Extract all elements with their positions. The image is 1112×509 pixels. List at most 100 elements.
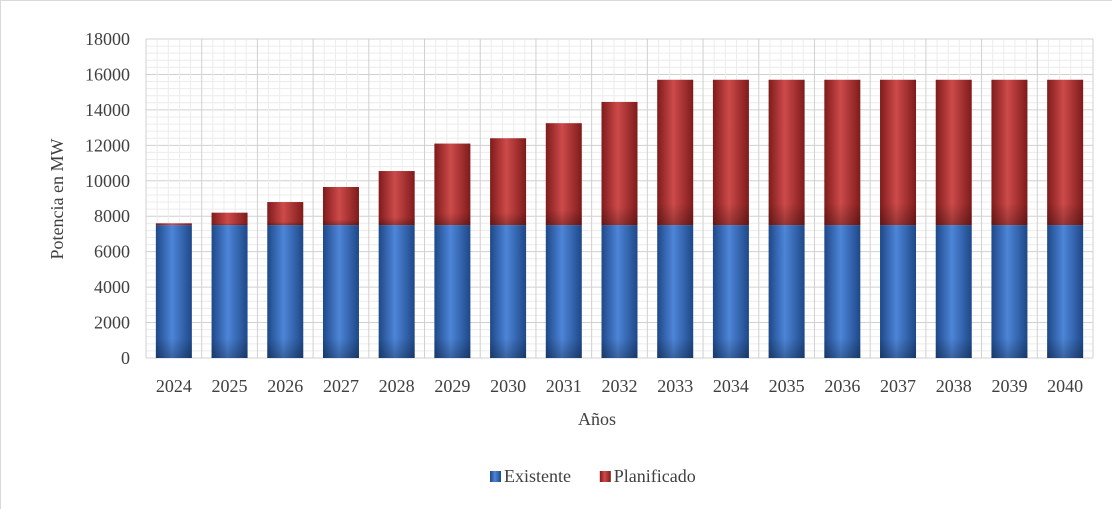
- bar-planificado-2038: [935, 79, 972, 226]
- bar-existente-2040: [1047, 225, 1084, 358]
- bar-existente-2035: [768, 225, 805, 358]
- x-tick-label: 2028: [379, 376, 415, 396]
- x-tick-label: 2035: [769, 376, 805, 396]
- bar-segment-shading: [657, 79, 694, 226]
- x-tick-label: 2037: [880, 376, 916, 396]
- bar-segment-shading: [601, 225, 638, 358]
- bar-segment-shading: [712, 225, 749, 358]
- bar-existente-2029: [434, 225, 471, 358]
- bar-segment-shading: [490, 225, 527, 358]
- y-tick-label: 12000: [85, 135, 130, 155]
- x-tick-label: 2031: [546, 376, 582, 396]
- x-tick-label: 2038: [936, 376, 972, 396]
- bar-existente-2037: [880, 225, 917, 358]
- x-tick-label: 2036: [824, 376, 860, 396]
- bar-segment-shading: [824, 225, 861, 358]
- y-axis-title: Potencia en MW: [47, 139, 67, 260]
- y-tick-label: 14000: [85, 100, 130, 120]
- y-tick-label: 16000: [85, 64, 130, 84]
- bar-segment-shading: [601, 101, 638, 226]
- legend: Existente Planificado: [490, 466, 696, 486]
- bar-segment-shading: [267, 202, 304, 226]
- y-tick-label: 18000: [85, 29, 130, 49]
- bars-layer: [155, 79, 1084, 358]
- x-tick-label: 2026: [267, 376, 303, 396]
- bar-planificado-2028: [378, 171, 415, 226]
- bar-segment-shading: [378, 225, 415, 358]
- bar-segment-shading: [824, 79, 861, 226]
- y-tick-labels: 0 2000 4000 6000 8000 10000 12000 14000 16000 180…: [85, 29, 130, 368]
- legend-item-planificado: Planificado: [599, 466, 696, 486]
- x-tick-label: 2024: [156, 376, 192, 396]
- x-tick-label: 2027: [323, 376, 359, 396]
- bar-existente-2038: [935, 225, 972, 358]
- y-tick-label: 0: [121, 348, 130, 368]
- bar-existente-2024: [155, 225, 192, 358]
- bar-existente-2032: [601, 225, 638, 358]
- x-tick-labels: 2024 2025 2026 2027 2028 2029 2030 2031 2032 2033…: [156, 376, 1083, 396]
- bar-segment-shading: [768, 225, 805, 358]
- bar-segment-shading: [211, 225, 248, 358]
- bar-existente-2028: [378, 225, 415, 358]
- bar-segment-shading: [880, 79, 917, 226]
- bar-existente-2039: [991, 225, 1028, 358]
- bar-segment-shading: [434, 143, 471, 226]
- y-tick-label: 2000: [94, 313, 130, 333]
- bar-segment-shading: [657, 225, 694, 358]
- bar-planificado-2039: [991, 79, 1028, 226]
- bar-existente-2030: [490, 225, 527, 358]
- bar-existente-2034: [712, 225, 749, 358]
- legend-label: Existente: [504, 466, 571, 486]
- bar-existente-2026: [267, 225, 304, 358]
- bar-planificado-2024: [155, 223, 192, 226]
- x-tick-label: 2039: [991, 376, 1027, 396]
- bar-segment-shading: [991, 79, 1028, 226]
- bar-planificado-2026: [267, 202, 304, 226]
- legend-marker: [599, 471, 611, 482]
- x-tick-label: 2029: [434, 376, 470, 396]
- x-tick-label: 2034: [713, 376, 749, 396]
- x-tick-label: 2033: [657, 376, 693, 396]
- bar-segment-shading: [155, 225, 192, 358]
- bar-segment-shading: [991, 225, 1028, 358]
- bar-segment-shading: [712, 79, 749, 226]
- legend-marker: [490, 471, 501, 482]
- bar-segment-shading: [935, 225, 972, 358]
- x-tick-label: 2032: [602, 376, 638, 396]
- bar-segment-shading: [1047, 225, 1084, 358]
- bar-segment-shading: [545, 225, 582, 358]
- bar-segment-shading: [322, 186, 359, 226]
- bar-segment-shading: [322, 225, 359, 358]
- bar-planificado-2027: [322, 186, 359, 226]
- bar-segment-shading: [267, 225, 304, 358]
- bar-segment-shading: [378, 171, 415, 226]
- bar-segment-shading: [211, 212, 248, 226]
- bar-segment-shading: [1047, 79, 1084, 226]
- y-tick-label: 8000: [94, 206, 130, 226]
- bar-segment-shading: [434, 225, 471, 358]
- bar-existente-2025: [211, 225, 248, 358]
- bar-planificado-2033: [657, 79, 694, 226]
- bar-planificado-2034: [712, 79, 749, 226]
- bar-planificado-2040: [1047, 79, 1084, 226]
- bar-planificado-2030: [490, 138, 527, 226]
- bar-planificado-2036: [824, 79, 861, 226]
- bar-planificado-2031: [545, 123, 582, 226]
- legend-item-existente: Existente: [490, 466, 571, 486]
- x-tick-label: 2030: [490, 376, 526, 396]
- y-tick-label: 10000: [85, 171, 130, 191]
- y-tick-label: 4000: [94, 277, 130, 297]
- bar-planificado-2037: [880, 79, 917, 226]
- y-tick-label: 6000: [94, 242, 130, 262]
- bar-planificado-2029: [434, 143, 471, 226]
- bar-planificado-2035: [768, 79, 805, 226]
- bar-planificado-2025: [211, 212, 248, 226]
- x-axis-title: Años: [578, 409, 616, 429]
- bar-existente-2033: [657, 225, 694, 358]
- bar-segment-shading: [768, 79, 805, 226]
- bar-segment-shading: [935, 79, 972, 226]
- bar-existente-2027: [322, 225, 359, 358]
- bar-segment-shading: [155, 223, 192, 226]
